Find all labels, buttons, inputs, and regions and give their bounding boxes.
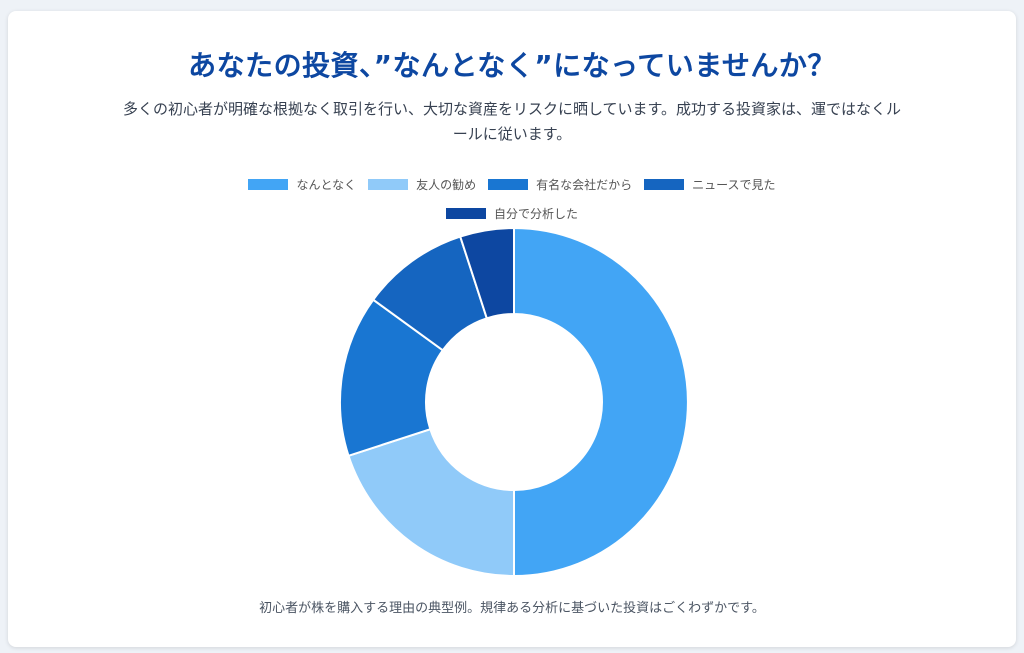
legend-swatch-0	[248, 179, 289, 190]
legend-item-1[interactable]: 友人の勧め	[368, 176, 476, 193]
legend-swatch-1	[368, 179, 409, 190]
doughnut-slices	[339, 226, 689, 578]
legend-swatch-2	[488, 179, 529, 190]
chart-caption: 初心者が株を購入する理由の典型例。規律ある分析に基づいた投資はごくわずかです。	[259, 601, 765, 616]
legend-item-3[interactable]: ニュースで見た	[644, 176, 776, 193]
legend-item-0[interactable]: なんとなく	[248, 176, 356, 193]
chart-legend: なんとなく 友人の勧め 有名な会社だから ニュースで見た 自分で分析した	[200, 176, 824, 222]
legend-label-1: 友人の勧め	[416, 178, 477, 192]
page-title: あなたの投資、”なんとなく”になっていませんか？	[188, 49, 836, 82]
legend-swatch-3	[644, 179, 685, 190]
slice-1[interactable]	[347, 427, 515, 578]
legend-item-4[interactable]: 自分で分析した	[445, 205, 578, 222]
legend-item-2[interactable]: 有名な会社だから	[488, 176, 632, 193]
legend-label-3: ニュースで見た	[692, 178, 776, 192]
legend-swatch-4	[445, 208, 486, 219]
legend-label-4: 自分で分析した	[493, 207, 578, 221]
slice-4[interactable]	[458, 226, 515, 320]
page-subtitle: 多くの初心者が明確な根拠なく取引を行い、大切な資産をリスクに晒しています。成功す…	[122, 100, 902, 143]
slice-0[interactable]	[513, 226, 689, 578]
legend-label-2: 有名な会社だから	[536, 178, 633, 192]
legend-label-0: なんとなく	[296, 178, 357, 192]
